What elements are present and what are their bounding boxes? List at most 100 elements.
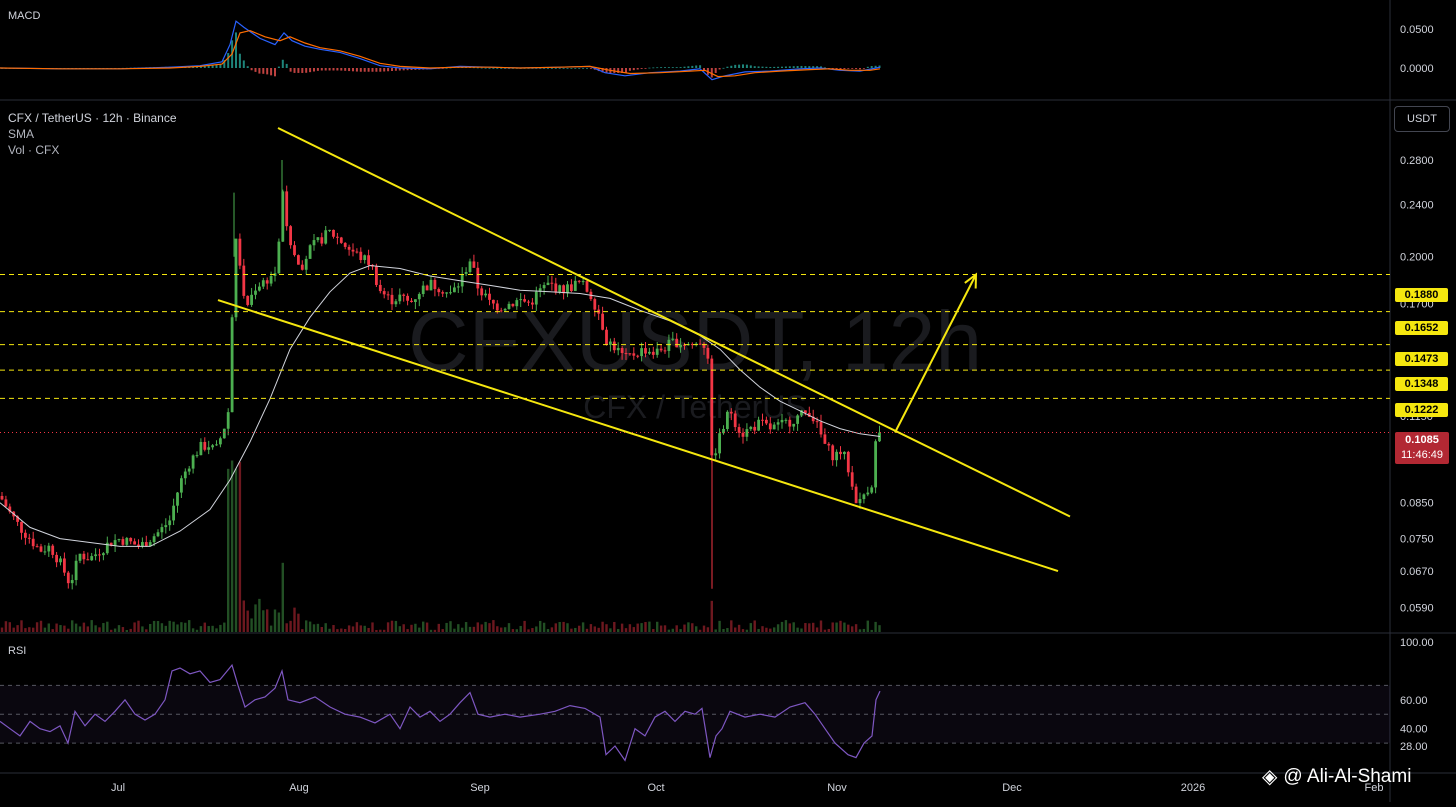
macd-histogram-bar (617, 68, 620, 73)
candle-body (320, 237, 324, 244)
macd-label: MACD (8, 10, 41, 22)
macd-histogram-bar (788, 66, 791, 68)
macd-histogram-bar (726, 66, 729, 68)
rsi-tick-label: 28.00 (1400, 741, 1428, 753)
macd-histogram-bar (535, 68, 538, 69)
macd-histogram-bar (281, 59, 284, 68)
volume-bar (149, 623, 152, 632)
sma-indicator-label[interactable]: SMA (8, 127, 35, 141)
candle-body (74, 560, 78, 581)
macd-histogram-bar (605, 68, 608, 74)
volume-bar (273, 609, 277, 632)
macd-histogram-bar (574, 68, 577, 69)
chart-title[interactable]: CFX / TetherUS · 12h · Binance (8, 111, 177, 125)
macd-histogram-bar (309, 68, 312, 73)
volume-bar (172, 621, 175, 632)
candle-body (324, 230, 328, 244)
candle-body (39, 546, 43, 552)
volume-bar (8, 622, 11, 632)
candle-body (593, 299, 597, 310)
candle-body (378, 284, 382, 292)
macd-histogram-bar (636, 68, 639, 70)
candle-body (511, 303, 515, 307)
volume-bar (156, 621, 160, 632)
candle-body (355, 251, 359, 253)
time-tick-label: Sep (470, 782, 490, 794)
volume-bar (476, 622, 479, 632)
candle-body (168, 520, 172, 526)
macd-histogram-bar (270, 68, 273, 76)
volume-bar (145, 629, 148, 632)
candle-body (191, 455, 195, 469)
volume-bar (289, 620, 292, 632)
candle-body (242, 265, 246, 296)
macd-histogram-bar (625, 68, 627, 73)
volume-bar (683, 624, 686, 632)
candle-body (460, 274, 464, 287)
candle-body (137, 544, 140, 547)
volume-bar (16, 625, 19, 632)
volume-bar (722, 628, 725, 632)
volume-bar (714, 629, 717, 632)
rsi-tick-label: 60.00 (1400, 695, 1428, 707)
volume-bar (726, 628, 729, 632)
macd-histogram-bar (687, 66, 690, 68)
target-arrow-line (894, 274, 977, 433)
candle-body (421, 285, 425, 295)
volume-bar (429, 629, 433, 632)
candle-body (722, 428, 725, 434)
candle-body (269, 275, 273, 284)
volume-bar (749, 623, 752, 632)
macd-histogram-bar (847, 68, 850, 69)
candle-body (347, 246, 351, 250)
macd-histogram-bar (632, 68, 635, 71)
candle-body (238, 238, 242, 266)
macd-histogram-bar (781, 66, 783, 68)
volume-bar (301, 629, 304, 632)
volume-bar (718, 620, 721, 632)
candle-body (297, 255, 300, 265)
candle-body (620, 347, 624, 354)
candle-body (293, 245, 296, 256)
price-tick-label: 0.0850 (1400, 498, 1434, 510)
macd-histogram-bar (784, 66, 787, 68)
volume-bar (188, 620, 191, 632)
candle-body (464, 271, 468, 275)
macd-histogram-bar (742, 64, 744, 68)
candle-body (702, 343, 706, 348)
candle-body (359, 251, 363, 261)
volume-bar (839, 620, 842, 632)
candle-body (823, 434, 827, 444)
currency-button[interactable]: USDT (1394, 106, 1450, 132)
macd-histogram-bar (289, 68, 292, 72)
volume-bar (254, 604, 257, 632)
macd-histogram-bar (242, 60, 245, 68)
volume-bar (566, 623, 569, 632)
volume-bar (164, 625, 167, 632)
volume-bar (484, 621, 487, 632)
candle-body (554, 283, 558, 293)
candle-body (515, 300, 519, 307)
candle-body (70, 580, 74, 584)
macd-histogram-bar (484, 67, 487, 69)
volume-indicator-label[interactable]: Vol · CFX (8, 143, 60, 157)
candle-body (144, 542, 148, 547)
candle-body (24, 532, 27, 538)
candle-body (784, 419, 788, 421)
candle-body (211, 445, 214, 448)
volume-bar (305, 620, 308, 632)
macd-histogram-bar (215, 64, 218, 68)
volume-bar (113, 628, 117, 632)
macd-histogram-bar (250, 68, 253, 71)
volume-bar (215, 628, 218, 632)
volume-bar (624, 628, 628, 632)
candle-body (632, 353, 636, 356)
candle-body (195, 455, 199, 457)
candle-body (20, 521, 23, 533)
volume-bar (355, 622, 359, 632)
candle-body (714, 453, 718, 456)
candle-body (804, 410, 807, 413)
macd-histogram-bar (562, 68, 565, 69)
volume-bar (812, 622, 815, 632)
